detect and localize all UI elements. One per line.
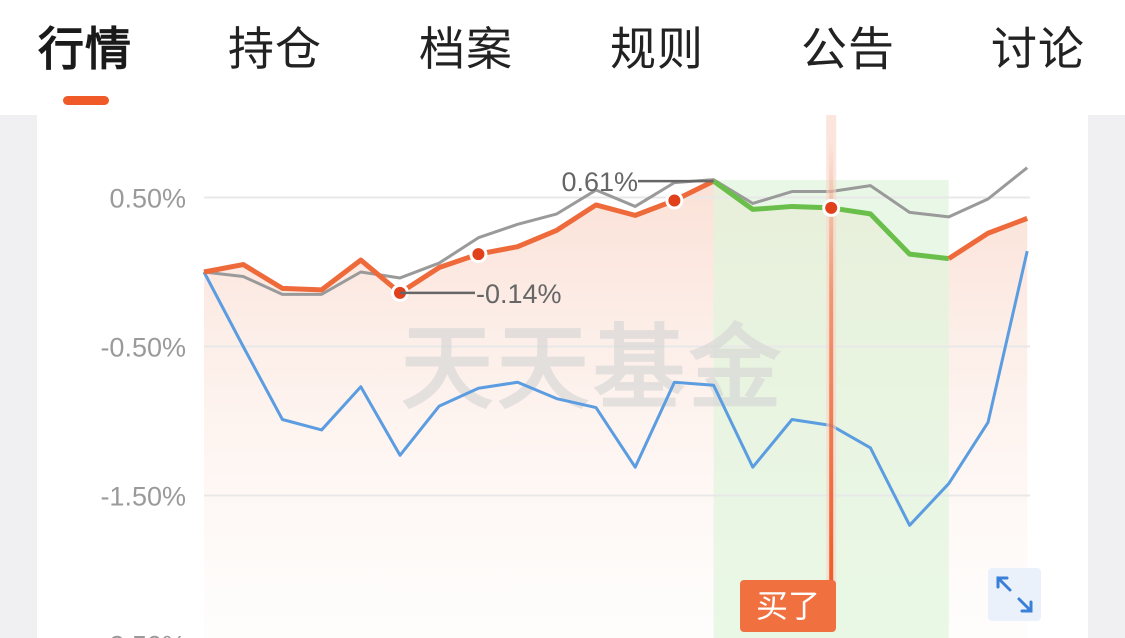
- watermark-text: 天天基金: [401, 318, 785, 420]
- tab-announcements[interactable]: 公告: [801, 23, 895, 75]
- tab-market[interactable]: 行情: [38, 23, 132, 75]
- active-tab-indicator: [63, 96, 109, 105]
- tab-holdings[interactable]: 持仓: [228, 23, 322, 75]
- fund-line-after: [947, 216, 1029, 261]
- fund-point-marker[interactable]: [665, 191, 684, 210]
- tab-profile[interactable]: 档案: [419, 23, 513, 75]
- tab-rules[interactable]: 规则: [610, 23, 704, 75]
- y-tick-label: -1.50%: [100, 482, 186, 512]
- fund-point-marker[interactable]: [469, 245, 488, 264]
- right-page-edge: [1088, 115, 1125, 638]
- buy-marker-line: [829, 140, 834, 585]
- annotation-label-high: 0.61%: [561, 167, 638, 197]
- expand-icon: [996, 576, 1033, 613]
- benchmark-line: [203, 166, 1029, 296]
- y-tick-label: 0.50%: [109, 184, 186, 214]
- left-page-edge: [0, 115, 37, 638]
- buy-marker-label: 买了: [756, 587, 820, 625]
- annotation-label-low: -0.14%: [476, 279, 562, 309]
- fund-line: [203, 178, 715, 296]
- tab-discussion[interactable]: 讨论: [991, 23, 1085, 75]
- tab-bar: 行情 持仓 档案 规则 公告 讨论: [0, 0, 1125, 115]
- y-tick-label: -0.50%: [100, 333, 186, 363]
- buy-marker-badge[interactable]: [740, 580, 836, 632]
- y-tick-label: -2.50%: [100, 631, 186, 638]
- expand-button[interactable]: [988, 568, 1041, 621]
- fund-point-marker[interactable]: [822, 198, 841, 217]
- index-line: [202, 250, 1029, 527]
